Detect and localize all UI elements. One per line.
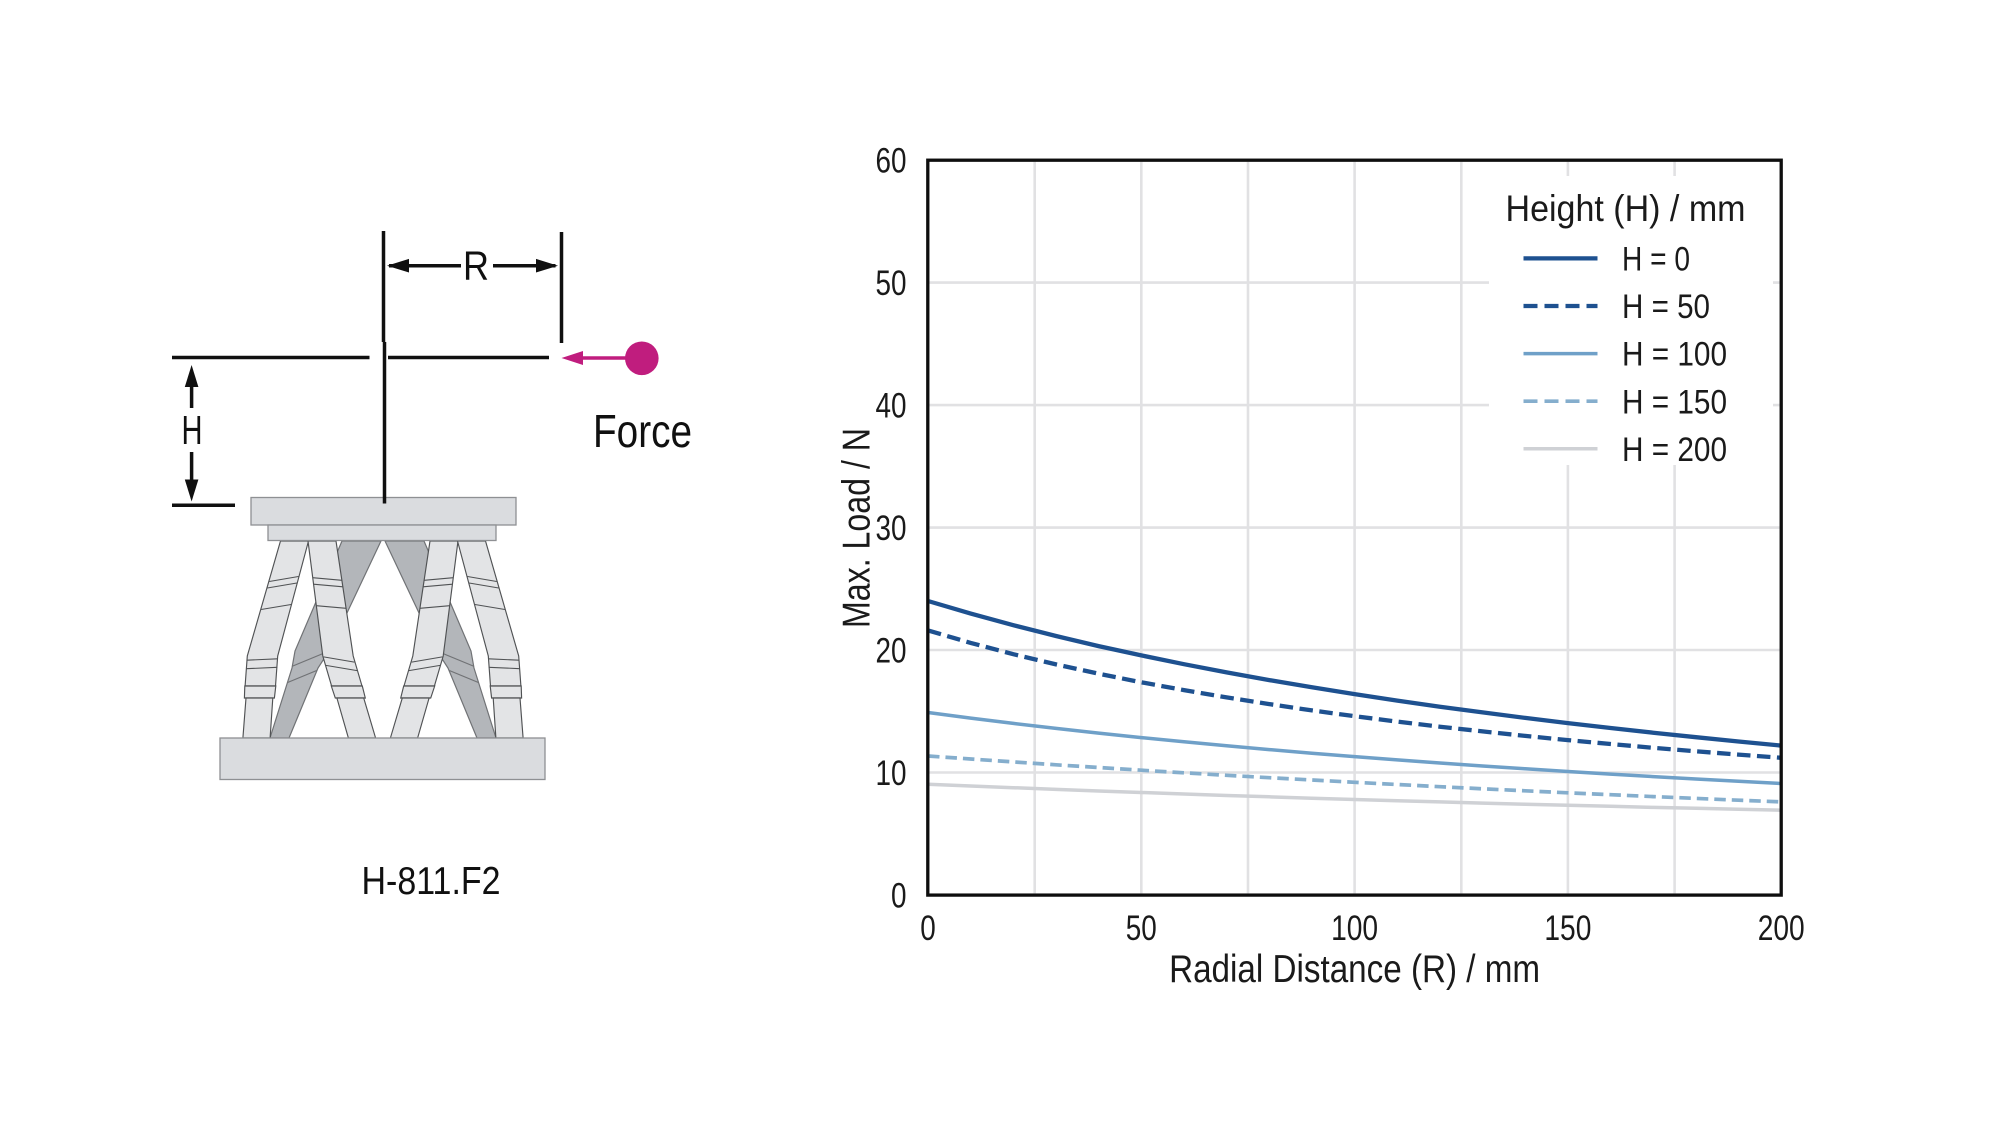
svg-text:200: 200 (1758, 909, 1805, 948)
svg-text:30: 30 (876, 509, 907, 548)
svg-text:H = 50: H = 50 (1622, 288, 1710, 326)
svg-text:150: 150 (1544, 909, 1591, 948)
svg-text:0: 0 (920, 909, 936, 948)
svg-text:R: R (463, 243, 489, 289)
svg-text:H = 0: H = 0 (1622, 241, 1690, 279)
svg-text:H = 100: H = 100 (1622, 336, 1727, 374)
svg-text:60: 60 (876, 141, 907, 180)
svg-text:10: 10 (876, 754, 907, 793)
svg-text:H: H (182, 407, 203, 453)
svg-text:50: 50 (1126, 909, 1157, 948)
svg-text:Force: Force (593, 405, 692, 457)
svg-text:50: 50 (876, 264, 907, 303)
svg-text:100: 100 (1331, 909, 1378, 948)
svg-text:Height (H) / mm: Height (H) / mm (1506, 187, 1746, 229)
svg-text:20: 20 (876, 631, 907, 670)
svg-text:Radial Distance (R) / mm: Radial Distance (R) / mm (1169, 948, 1540, 991)
svg-text:0: 0 (891, 876, 907, 915)
svg-text:H = 200: H = 200 (1622, 431, 1727, 469)
svg-text:40: 40 (876, 386, 907, 425)
svg-text:H = 150: H = 150 (1622, 383, 1727, 421)
svg-text:Max. Load / N: Max. Load / N (836, 428, 879, 628)
svg-text:H-811.F2: H-811.F2 (362, 860, 501, 903)
